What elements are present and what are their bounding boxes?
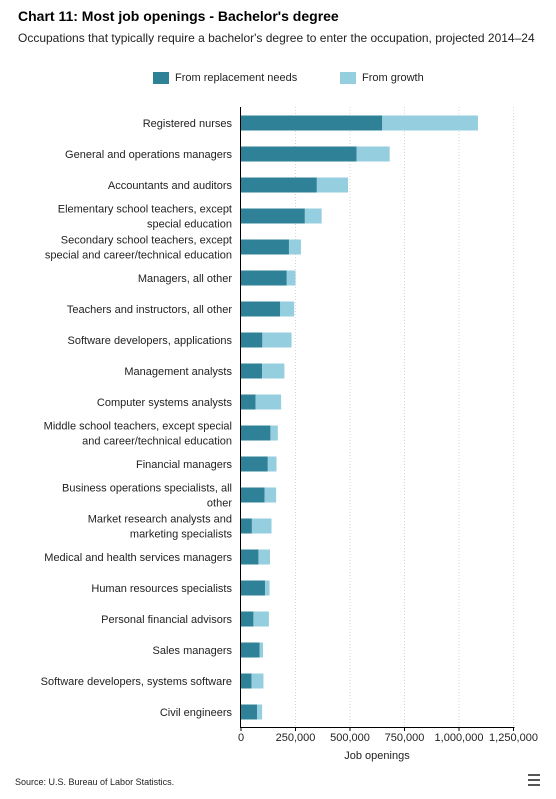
- legend: From replacement needs From growth: [0, 72, 556, 88]
- bar-replacement[interactable]: [241, 673, 252, 689]
- category-label: Business operations specialists, all: [62, 483, 232, 495]
- bar-replacement[interactable]: [241, 425, 271, 441]
- bar-replacement[interactable]: [241, 487, 265, 503]
- category-label: General and operations managers: [65, 149, 232, 161]
- bar-growth[interactable]: [280, 301, 295, 317]
- bar-growth[interactable]: [356, 146, 390, 162]
- source-note: Source: U.S. Bureau of Labor Statistics.: [15, 777, 175, 787]
- legend-swatch-growth: [340, 72, 356, 84]
- x-axis-title: Job openings: [344, 750, 410, 762]
- bar-replacement[interactable]: [241, 394, 256, 410]
- category-label: Computer systems analysts: [97, 397, 233, 409]
- bar-replacement[interactable]: [241, 456, 268, 472]
- bar-growth[interactable]: [267, 456, 277, 472]
- bar-replacement[interactable]: [241, 704, 258, 720]
- bar-growth[interactable]: [304, 208, 322, 224]
- legend-swatch-replacement: [153, 72, 169, 84]
- bar-growth[interactable]: [251, 518, 272, 534]
- category-label: Civil engineers: [160, 707, 233, 719]
- category-label: Accountants and auditors: [108, 180, 233, 192]
- bar-growth[interactable]: [262, 332, 292, 348]
- category-label: Market research analysts and: [88, 514, 232, 526]
- bar-growth[interactable]: [253, 611, 269, 627]
- category-label: special education: [147, 219, 232, 231]
- chart-subtitle: Occupations that typically require a bac…: [18, 31, 535, 45]
- bar-replacement[interactable]: [241, 270, 287, 286]
- category-label: special and career/technical education: [45, 250, 232, 262]
- category-label: other: [207, 498, 232, 510]
- legend-item-replacement[interactable]: From replacement needs: [153, 72, 297, 84]
- bar-growth[interactable]: [316, 177, 349, 193]
- category-label: Financial managers: [136, 459, 232, 471]
- category-label: Medical and health services managers: [44, 552, 232, 564]
- x-tick-label: 750,000: [385, 732, 425, 744]
- category-label: Registered nurses: [143, 118, 233, 130]
- x-tick-label: 250,000: [276, 732, 316, 744]
- x-tick-label: 1,250,000: [489, 732, 538, 744]
- category-label: Personal financial advisors: [101, 614, 232, 626]
- bar-growth[interactable]: [382, 115, 478, 131]
- bar-replacement[interactable]: [241, 580, 265, 596]
- bar-replacement[interactable]: [241, 363, 263, 379]
- category-label: Human resources specialists: [91, 583, 232, 595]
- bar-replacement[interactable]: [241, 115, 383, 131]
- category-label: marketing specialists: [130, 529, 233, 541]
- legend-label-growth: From growth: [362, 72, 424, 84]
- bar-growth[interactable]: [257, 704, 263, 720]
- bar-replacement[interactable]: [241, 642, 260, 658]
- chart-title: Chart 11: Most job openings - Bachelor's…: [18, 8, 339, 24]
- bar-replacement[interactable]: [241, 239, 289, 255]
- bar-growth[interactable]: [251, 673, 264, 689]
- bar-growth[interactable]: [264, 580, 270, 596]
- category-label: Managers, all other: [138, 273, 232, 285]
- category-label: Software developers, applications: [68, 335, 233, 347]
- bar-replacement[interactable]: [241, 301, 281, 317]
- bar-replacement[interactable]: [241, 177, 317, 193]
- bar-growth[interactable]: [288, 239, 301, 255]
- category-label: Software developers, systems software: [41, 676, 232, 688]
- category-label: Middle school teachers, except special: [44, 421, 232, 433]
- bar-growth[interactable]: [255, 394, 282, 410]
- bar-growth[interactable]: [270, 425, 278, 441]
- bar-replacement[interactable]: [241, 146, 357, 162]
- legend-label-replacement: From replacement needs: [175, 72, 298, 84]
- category-label: and career/technical education: [82, 436, 232, 448]
- menu-icon[interactable]: [528, 774, 540, 786]
- bar-growth[interactable]: [262, 363, 285, 379]
- category-label: Elementary school teachers, except: [58, 204, 232, 216]
- x-tick-label: 500,000: [330, 732, 370, 744]
- category-label: Sales managers: [153, 645, 233, 657]
- bar-growth[interactable]: [264, 487, 277, 503]
- x-tick-label: 0: [238, 732, 244, 744]
- bar-growth[interactable]: [286, 270, 296, 286]
- bar-replacement[interactable]: [241, 208, 305, 224]
- category-label: Secondary school teachers, except: [61, 235, 232, 247]
- bar-replacement[interactable]: [241, 549, 259, 565]
- legend-item-growth[interactable]: From growth: [340, 72, 424, 84]
- x-tick-label: 1,000,000: [435, 732, 484, 744]
- bar-replacement[interactable]: [241, 518, 252, 534]
- bar-replacement[interactable]: [241, 332, 263, 348]
- bar-replacement[interactable]: [241, 611, 254, 627]
- category-label: Management analysts: [124, 366, 232, 378]
- bar-growth[interactable]: [258, 549, 270, 565]
- bar-growth[interactable]: [259, 642, 264, 658]
- bar-chart: Registered nurses General and operations …: [41, 107, 538, 762]
- category-label: Teachers and instructors, all other: [67, 304, 232, 316]
